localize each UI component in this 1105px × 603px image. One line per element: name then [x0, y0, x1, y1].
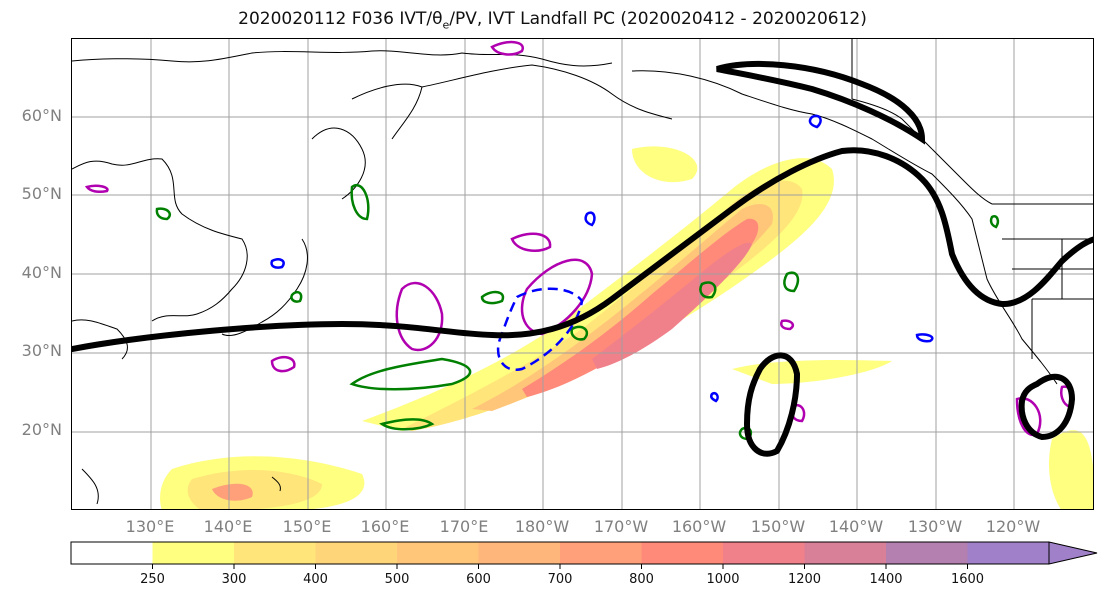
map-title: 2020020112 F036 IVT/θe/PV, IVT Landfall … [238, 9, 867, 32]
lon-tick-label: 150°W [750, 517, 806, 536]
colorbar-segment [71, 542, 153, 564]
colorbar-tick-label: 1000 [706, 572, 740, 587]
lon-tick-label: 120°W [985, 517, 1041, 536]
map-panel [71, 38, 1094, 510]
lon-tick-label: 130°E [125, 517, 175, 536]
lon-tick-label: 160°E [360, 517, 410, 536]
pv-negative-contours [270, 114, 934, 403]
lon-tick-label: 170°W [593, 517, 649, 536]
colorbar-tick-label: 500 [384, 572, 410, 587]
colorbar-tick-label: 600 [466, 572, 491, 587]
lat-tick-label: 20°N [21, 420, 62, 439]
colorbar-segment [397, 542, 479, 564]
colorbar-tick-label: 250 [140, 572, 165, 587]
colorbar-segment [886, 542, 968, 564]
lon-tick-label: 140°W [828, 517, 884, 536]
coastlines [72, 39, 1093, 505]
colorbar-tick-label: 400 [303, 572, 328, 587]
map-canvas [72, 39, 1093, 509]
lon-tick-label: 160°W [671, 517, 727, 536]
lat-tick-label: 60°N [21, 106, 62, 125]
colorbar-tick-label: 1400 [869, 572, 903, 587]
colorbar-segment [560, 542, 642, 564]
colorbar-tick-label: 1600 [950, 572, 985, 587]
ivt-shading [160, 146, 1093, 509]
colorbar-tick-label: 700 [547, 572, 573, 587]
theta-e-contours [155, 184, 1000, 441]
colorbar-tick-label: 300 [221, 572, 247, 587]
colorbar-segment [723, 542, 805, 564]
lon-tick-label: 140°E [203, 517, 253, 536]
colorbar-extend-arrow [1048, 541, 1098, 565]
colorbar-tick-label: 800 [629, 572, 654, 587]
colorbar-segment [804, 542, 887, 564]
colorbar-segment [478, 542, 561, 564]
lon-tick-label: 180°W [514, 517, 570, 536]
colorbar-tick-label: 1200 [787, 572, 822, 587]
lon-tick-label: 170°E [439, 517, 489, 536]
colorbar-segment [315, 542, 398, 564]
colorbar-segment [967, 542, 1050, 564]
colorbar-segment [234, 542, 316, 564]
colorbar-segment [152, 542, 235, 564]
colorbar-segment [641, 542, 724, 564]
lat-tick-label: 30°N [21, 341, 62, 360]
landfall-pc-contour [72, 61, 1093, 457]
lat-tick-label: 40°N [21, 263, 62, 282]
lon-tick-label: 150°E [282, 517, 332, 536]
lon-tick-label: 130°W [907, 517, 963, 536]
lat-tick-label: 50°N [21, 184, 62, 203]
